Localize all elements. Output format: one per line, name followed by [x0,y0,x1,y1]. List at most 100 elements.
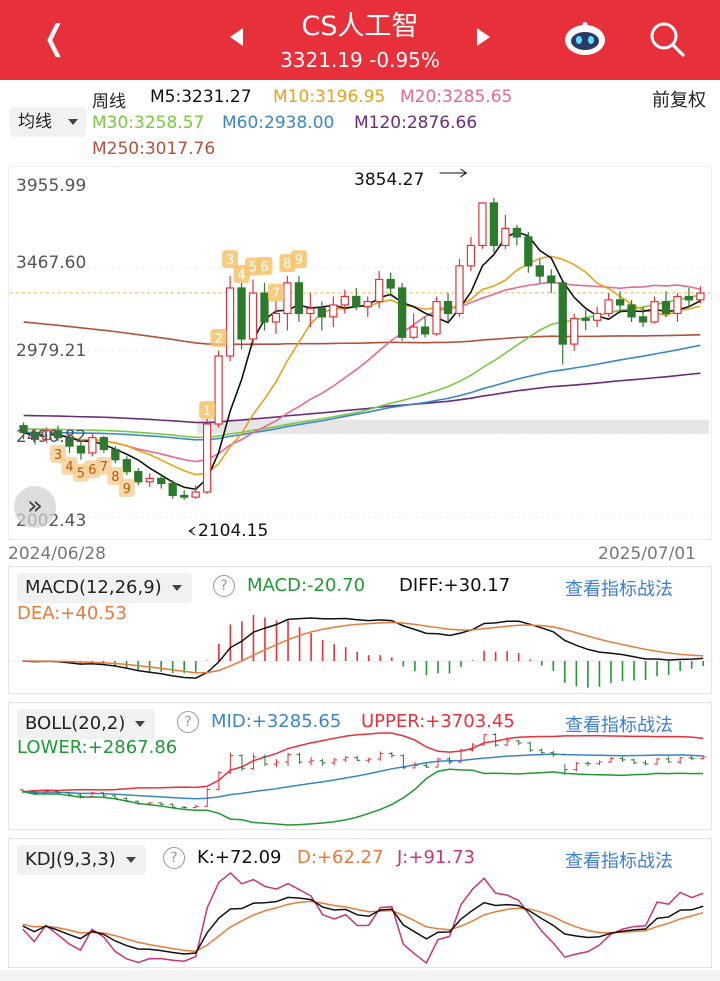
m30-line [23,294,701,439]
kdj-strategy-link[interactable]: 查看指标战法 [565,851,673,872]
diff-value: DIFF:+30.17 [399,575,511,596]
up-candle [225,287,235,357]
ma60-value: M60:2938.00 [222,113,335,133]
kdj-panel: KDJ(9,3,3) ? K:+72.09 D:+62.27 J:+91.73 … [8,838,712,968]
down-candle [111,448,120,461]
help-icon[interactable]: ? [213,575,235,597]
ma20-value: M20:3285.65 [400,87,513,107]
overlay-band [196,419,710,434]
expand-icon[interactable]: » [14,486,56,528]
up-candle [375,278,384,303]
up-candle [88,437,97,454]
boll-panel: BOLL(20,2) ? MID:+3285.65 UPPER:+3703.45… [8,702,712,830]
help-icon[interactable]: ? [163,847,185,869]
ma5-value: M5:3231.27 [150,87,252,107]
dea-line [22,621,704,674]
td-count-label: 9 [295,253,303,268]
down-candle [627,304,636,318]
period-label: 周线 [92,92,126,112]
high-price-label: 3854.27 [354,170,425,190]
j-value: J:+91.73 [397,847,475,868]
current-price: 3321.19 [280,48,363,72]
macd-strategy-link[interactable]: 查看指标战法 [565,579,673,600]
d-value: D:+62.27 [297,847,384,868]
td-count-label: 8 [111,470,119,485]
up-candle [283,282,292,315]
m5-line [23,230,701,491]
up-candle [340,295,349,306]
td-count-label: 9 [123,482,131,497]
up-candle [570,317,579,345]
up-candle [432,300,441,335]
macd-value: MACD:-20.70 [247,575,366,596]
boll-mid-value: MID:+3285.65 [211,711,342,732]
boll-upper-value: UPPER:+3703.45 [361,711,515,732]
down-candle [661,300,671,315]
up-candle [696,292,705,301]
down-candle [443,300,453,315]
boll-lower-line [22,768,704,826]
td-count-label: 7 [100,460,108,475]
end-date: 2025/07/01 [598,544,696,564]
help-icon[interactable]: ? [177,711,199,733]
triangle-right-icon[interactable] [477,28,490,46]
dea-value: DEA:+40.53 [17,603,127,624]
up-candle [145,477,154,483]
down-candle [168,482,177,497]
boll-selector[interactable]: BOLL(20,2) [17,709,156,739]
adjust-mode[interactable]: 前复权 [652,90,706,111]
boll-chart [19,732,707,826]
td-count-label: 5 [249,260,257,275]
down-candle [615,299,625,306]
y-tick-label: 3467.60 [16,253,87,273]
down-candle [397,287,407,338]
down-candle [581,317,590,321]
d-line [22,900,704,953]
ma30-value: M30:3258.57 [92,113,205,133]
k-line [22,896,704,955]
td-count-label: 1 [203,404,211,419]
j-line [22,872,704,965]
down-candle [535,265,544,277]
up-candle [42,430,51,440]
robot-icon[interactable] [563,22,607,56]
down-candle [547,275,556,284]
macd-selector[interactable]: MACD(12,26,9) [17,573,192,603]
down-candle [237,287,246,340]
up-candle [191,491,200,498]
td-count-badge [118,478,135,497]
up-candle [202,423,212,493]
up-candle [593,312,602,321]
high-arrowhead [460,168,468,178]
td-count-label: 3 [226,253,234,268]
macd-panel: MACD(12,26,9) ? MACD:-20.70 DIFF:+30.17 … [8,566,713,694]
m120-line [23,372,701,424]
m20-line [23,281,701,463]
down-candle [524,236,533,267]
m250-line [23,321,701,346]
up-candle [271,312,281,323]
kdj-selector[interactable]: KDJ(9,3,3) [17,845,146,875]
up-candle [650,300,659,323]
down-candle [386,278,395,289]
up-candle [248,292,258,340]
up-candle [501,227,510,247]
up-candle [409,326,418,338]
triangle-left-icon[interactable] [230,28,243,46]
low-arrowhead [188,526,196,536]
macd-chart [9,615,713,688]
up-candle [478,202,487,247]
y-tick-label: 2490.82 [16,427,87,447]
up-candle [329,304,338,318]
down-candle [53,430,63,439]
boll-lower-value: LOWER:+2867.86 [17,737,178,758]
average-selector[interactable]: 均线 [10,107,86,137]
down-candle [294,282,304,315]
td-count-label: 4 [65,460,73,475]
search-icon[interactable] [648,20,686,58]
td-count-label: 6 [260,260,268,275]
td-count-badge [267,283,284,302]
chevron-left-icon[interactable]: ❬ [40,18,69,58]
boll-strategy-link[interactable]: 查看指标战法 [565,715,673,736]
